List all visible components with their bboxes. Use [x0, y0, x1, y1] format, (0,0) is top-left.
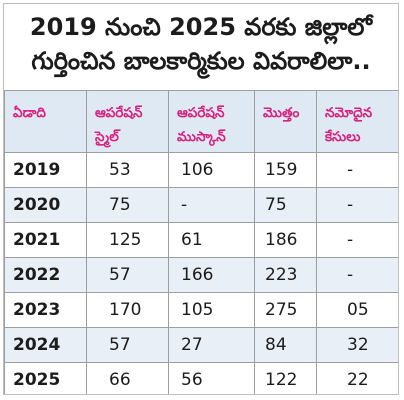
cell-total: 223 [254, 257, 317, 293]
cell-cases: 05 [316, 292, 398, 328]
header-year: ఏడాది [4, 90, 87, 153]
cell-total: 159 [254, 152, 317, 188]
cell-muskan: 106 [168, 152, 255, 188]
table-card: 2019 నుంచి 2025 వరకు జిల్లాలో గుర్తించిన… [3, 3, 399, 395]
cell-muskan: - [168, 187, 255, 223]
cell-year: 2020 [4, 187, 87, 223]
table-row: 2020 75 - 75 - [4, 187, 398, 223]
cell-smile: 57 [86, 257, 169, 293]
cell-total: 75 [254, 187, 317, 223]
cell-year: 2023 [4, 292, 87, 328]
cell-total: 122 [254, 362, 317, 394]
cell-cases: 22 [316, 362, 398, 394]
title-block: 2019 నుంచి 2025 వరకు జిల్లాలో గుర్తించిన… [4, 4, 398, 90]
child-labour-table: ఏడాది ఆపరేషన్ స్మైల్ ఆపరేషన్ ముస్కాన్ మొ… [4, 90, 398, 394]
header-row: ఏడాది ఆపరేషన్ స్మైల్ ఆపరేషన్ ముస్కాన్ మొ… [4, 90, 398, 153]
cell-year: 2025 [4, 362, 87, 394]
cell-total: 186 [254, 222, 317, 258]
cell-smile: 170 [86, 292, 169, 328]
cell-smile: 57 [86, 327, 169, 363]
table-row: 2021 125 61 186 - [4, 222, 398, 258]
title-line-2: గుర్తించిన బాలకార్మికుల వివరాలిలా.. [31, 47, 371, 75]
cell-year: 2019 [4, 152, 87, 188]
header-operation-smile: ఆపరేషన్ స్మైల్ [86, 90, 169, 153]
title-line-1: 2019 నుంచి 2025 వరకు జిల్లాలో [29, 13, 373, 41]
cell-cases: 32 [316, 327, 398, 363]
cell-smile: 53 [86, 152, 169, 188]
table-row: 2022 57 166 223 - [4, 257, 398, 293]
cell-cases: - [316, 152, 398, 188]
cell-year: 2022 [4, 257, 87, 293]
cell-muskan: 56 [168, 362, 255, 394]
table-row: 2023 170 105 275 05 [4, 292, 398, 328]
cell-muskan: 105 [168, 292, 255, 328]
cell-smile: 125 [86, 222, 169, 258]
table-row: 2025 66 56 122 22 [4, 362, 398, 394]
cell-cases: - [316, 187, 398, 223]
cell-total: 275 [254, 292, 317, 328]
cell-smile: 66 [86, 362, 169, 394]
table-row: 2024 57 27 84 32 [4, 327, 398, 363]
header-registered-cases: నమోదైన కేసులు [316, 90, 398, 153]
cell-cases: - [316, 222, 398, 258]
cell-total: 84 [254, 327, 317, 363]
cell-muskan: 27 [168, 327, 255, 363]
cell-year: 2024 [4, 327, 87, 363]
cell-smile: 75 [86, 187, 169, 223]
cell-muskan: 61 [168, 222, 255, 258]
header-operation-muskan: ఆపరేషన్ ముస్కాన్ [168, 90, 255, 153]
cell-year: 2021 [4, 222, 87, 258]
cell-muskan: 166 [168, 257, 255, 293]
header-total: మొత్తం [254, 90, 317, 153]
cell-cases: - [316, 257, 398, 293]
table-row: 2019 53 106 159 - [4, 152, 398, 188]
